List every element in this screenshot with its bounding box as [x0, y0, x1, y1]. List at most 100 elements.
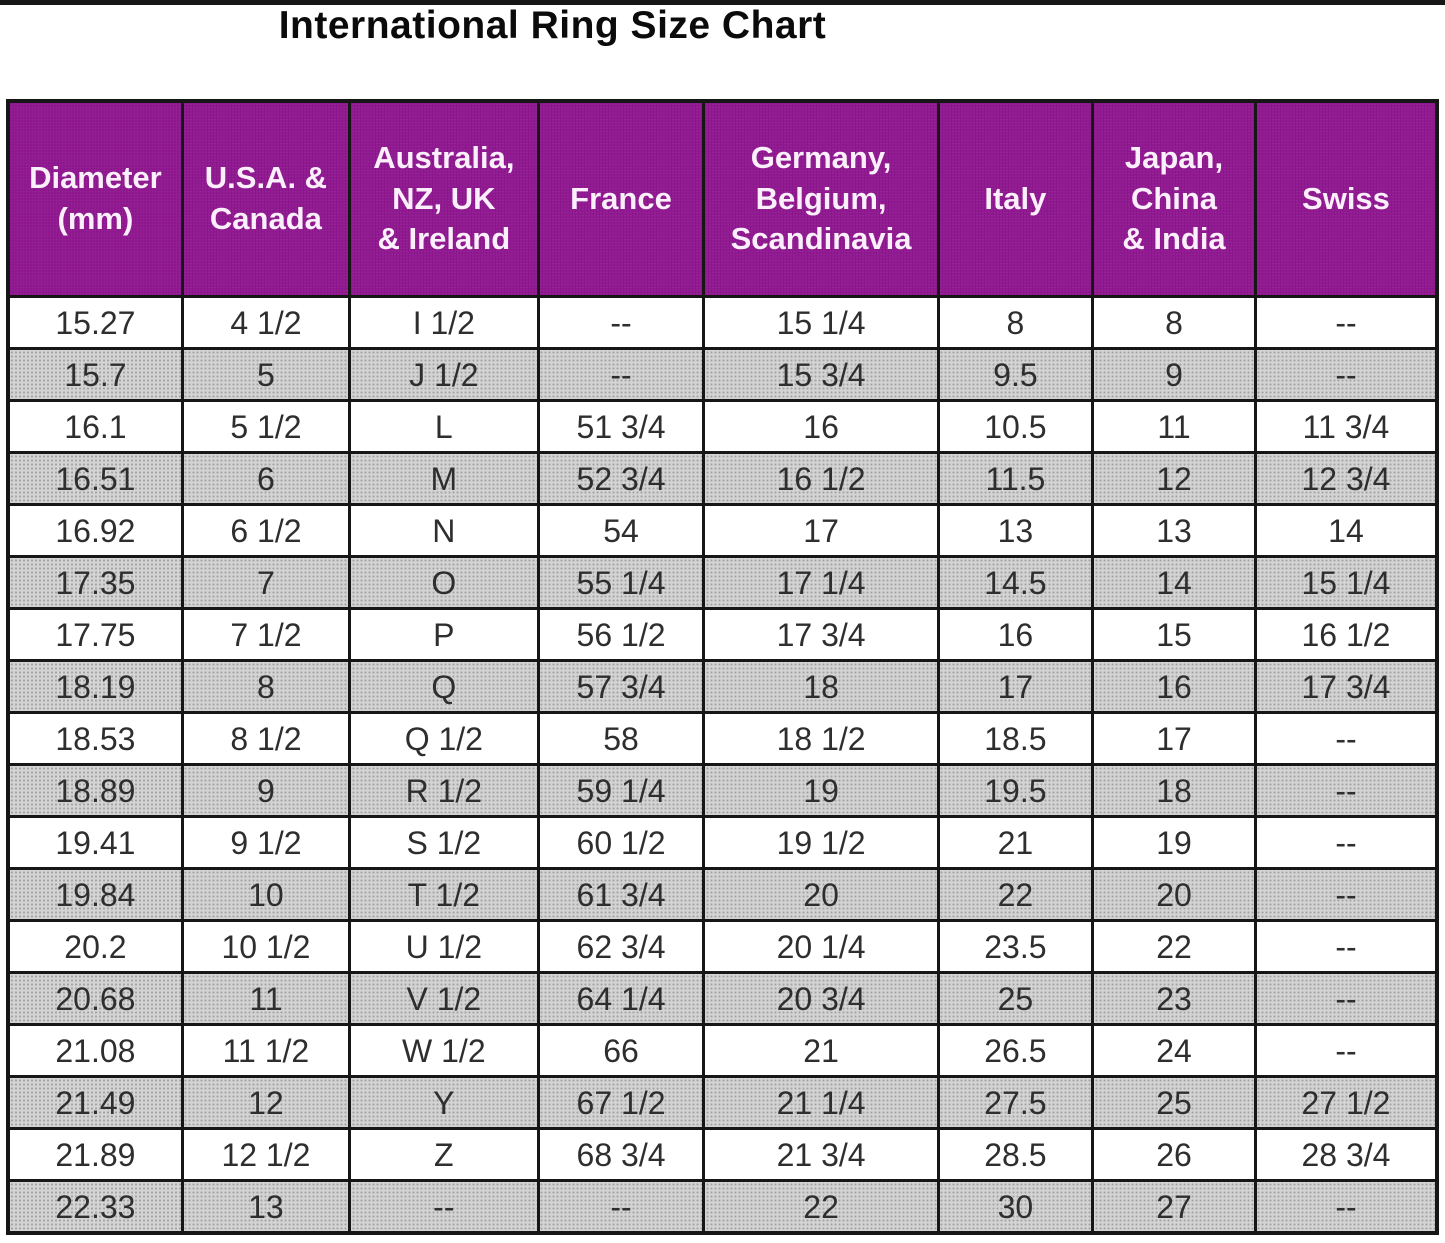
cell-japan-china-india: 26 — [1091, 1127, 1257, 1182]
cell-japan-china-india: 15 — [1091, 607, 1257, 662]
cell-italy: 30 — [936, 1179, 1095, 1235]
cell-diameter-mm: 19.84 — [6, 867, 184, 922]
cell-australia-nz-uk-ireland: S 1/2 — [348, 815, 540, 870]
column-header-australia-nz-uk-ireland: Australia, NZ, UK & Ireland — [348, 99, 540, 298]
cell-germany-belgium-scandinavia: 19 — [702, 763, 940, 818]
cell-australia-nz-uk-ireland: V 1/2 — [348, 971, 540, 1026]
cell-usa-canada: 12 — [180, 1075, 352, 1130]
cell-australia-nz-uk-ireland: P — [348, 607, 540, 662]
cell-germany-belgium-scandinavia: 16 — [702, 399, 940, 454]
cell-italy: 25 — [936, 971, 1095, 1026]
cell-germany-belgium-scandinavia: 19 1/2 — [702, 815, 940, 870]
cell-italy: 11.5 — [936, 451, 1095, 506]
cell-swiss: -- — [1253, 1179, 1439, 1235]
cell-germany-belgium-scandinavia: 18 1/2 — [702, 711, 940, 766]
table-row: 18.19 8 Q 57 3/4 18 17 16 17 3/4 — [6, 659, 1439, 714]
cell-australia-nz-uk-ireland: O — [348, 555, 540, 610]
cell-germany-belgium-scandinavia: 20 1/4 — [702, 919, 940, 974]
cell-italy: 16 — [936, 607, 1095, 662]
cell-diameter-mm: 17.75 — [6, 607, 184, 662]
cell-australia-nz-uk-ireland: Z — [348, 1127, 540, 1182]
cell-australia-nz-uk-ireland: U 1/2 — [348, 919, 540, 974]
table-row: 15.7 5 J 1/2 -- 15 3/4 9.5 9 -- — [6, 347, 1439, 402]
cell-france: 57 3/4 — [536, 659, 706, 714]
cell-italy: 19.5 — [936, 763, 1095, 818]
cell-germany-belgium-scandinavia: 22 — [702, 1179, 940, 1235]
cell-swiss: 11 3/4 — [1253, 399, 1439, 454]
cell-japan-china-india: 12 — [1091, 451, 1257, 506]
cell-swiss: 16 1/2 — [1253, 607, 1439, 662]
column-header-france: France — [536, 99, 706, 298]
cell-japan-china-india: 25 — [1091, 1075, 1257, 1130]
table-row: 16.51 6 M 52 3/4 16 1/2 11.5 12 12 3/4 — [6, 451, 1439, 506]
cell-swiss: -- — [1253, 347, 1439, 402]
cell-australia-nz-uk-ireland: J 1/2 — [348, 347, 540, 402]
cell-italy: 13 — [936, 503, 1095, 558]
cell-australia-nz-uk-ireland: I 1/2 — [348, 295, 540, 350]
table-row: 15.27 4 1/2 I 1/2 -- 15 1/4 8 8 -- — [6, 295, 1439, 350]
cell-diameter-mm: 20.68 — [6, 971, 184, 1026]
cell-australia-nz-uk-ireland: Q — [348, 659, 540, 714]
cell-germany-belgium-scandinavia: 20 3/4 — [702, 971, 940, 1026]
cell-germany-belgium-scandinavia: 21 3/4 — [702, 1127, 940, 1182]
cell-swiss: 27 1/2 — [1253, 1075, 1439, 1130]
table-row: 18.89 9 R 1/2 59 1/4 19 19.5 18 -- — [6, 763, 1439, 818]
cell-france: 52 3/4 — [536, 451, 706, 506]
cell-swiss: 15 1/4 — [1253, 555, 1439, 610]
cell-france: 55 1/4 — [536, 555, 706, 610]
cell-germany-belgium-scandinavia: 16 1/2 — [702, 451, 940, 506]
cell-usa-canada: 11 1/2 — [180, 1023, 352, 1078]
cell-italy: 26.5 — [936, 1023, 1095, 1078]
cell-france: 61 3/4 — [536, 867, 706, 922]
cell-japan-china-india: 16 — [1091, 659, 1257, 714]
cell-usa-canada: 4 1/2 — [180, 295, 352, 350]
cell-usa-canada: 11 — [180, 971, 352, 1026]
cell-italy: 22 — [936, 867, 1095, 922]
cell-australia-nz-uk-ireland: N — [348, 503, 540, 558]
cell-usa-canada: 7 1/2 — [180, 607, 352, 662]
cell-diameter-mm: 18.19 — [6, 659, 184, 714]
cell-germany-belgium-scandinavia: 18 — [702, 659, 940, 714]
cell-diameter-mm: 15.27 — [6, 295, 184, 350]
table-row: 20.2 10 1/2 U 1/2 62 3/4 20 1/4 23.5 22 -- — [6, 919, 1439, 974]
cell-japan-china-india: 20 — [1091, 867, 1257, 922]
cell-diameter-mm: 17.35 — [6, 555, 184, 610]
cell-diameter-mm: 19.41 — [6, 815, 184, 870]
cell-italy: 10.5 — [936, 399, 1095, 454]
cell-australia-nz-uk-ireland: -- — [348, 1179, 540, 1235]
table-row: 21.89 12 1/2 Z 68 3/4 21 3/4 28.5 26 28 3/4 — [6, 1127, 1439, 1182]
cell-usa-canada: 10 1/2 — [180, 919, 352, 974]
cell-france: -- — [536, 295, 706, 350]
cell-australia-nz-uk-ireland: L — [348, 399, 540, 454]
cell-germany-belgium-scandinavia: 15 1/4 — [702, 295, 940, 350]
top-divider-line — [0, 0, 1445, 5]
cell-france: 51 3/4 — [536, 399, 706, 454]
table-row: 19.84 10 T 1/2 61 3/4 20 22 20 -- — [6, 867, 1439, 922]
cell-france: 68 3/4 — [536, 1127, 706, 1182]
cell-france: 60 1/2 — [536, 815, 706, 870]
cell-usa-canada: 5 1/2 — [180, 399, 352, 454]
cell-australia-nz-uk-ireland: Y — [348, 1075, 540, 1130]
cell-france: 62 3/4 — [536, 919, 706, 974]
page-title: International Ring Size Chart — [278, 4, 827, 47]
cell-usa-canada: 13 — [180, 1179, 352, 1235]
cell-france: 59 1/4 — [536, 763, 706, 818]
cell-australia-nz-uk-ireland: R 1/2 — [348, 763, 540, 818]
cell-japan-china-india: 24 — [1091, 1023, 1257, 1078]
cell-france: 54 — [536, 503, 706, 558]
cell-diameter-mm: 22.33 — [6, 1179, 184, 1235]
cell-usa-canada: 6 — [180, 451, 352, 506]
cell-japan-china-india: 23 — [1091, 971, 1257, 1026]
column-header-japan-china-india: Japan, China & India — [1091, 99, 1257, 298]
table-body: 15.27 4 1/2 I 1/2 -- 15 1/4 8 8 -- 15.7 5 J 1/2 -- 1… — [6, 295, 1439, 1235]
column-header-germany-belgium-scandinavia: Germany, Belgium, Scandinavia — [702, 99, 940, 298]
cell-japan-china-india: 22 — [1091, 919, 1257, 974]
cell-france: 64 1/4 — [536, 971, 706, 1026]
cell-swiss: 12 3/4 — [1253, 451, 1439, 506]
cell-italy: 18.5 — [936, 711, 1095, 766]
cell-japan-china-india: 27 — [1091, 1179, 1257, 1235]
cell-usa-canada: 5 — [180, 347, 352, 402]
cell-diameter-mm: 18.53 — [6, 711, 184, 766]
header-row: Diameter (mm) U.S.A. & Canada Australia, N… — [6, 99, 1439, 298]
